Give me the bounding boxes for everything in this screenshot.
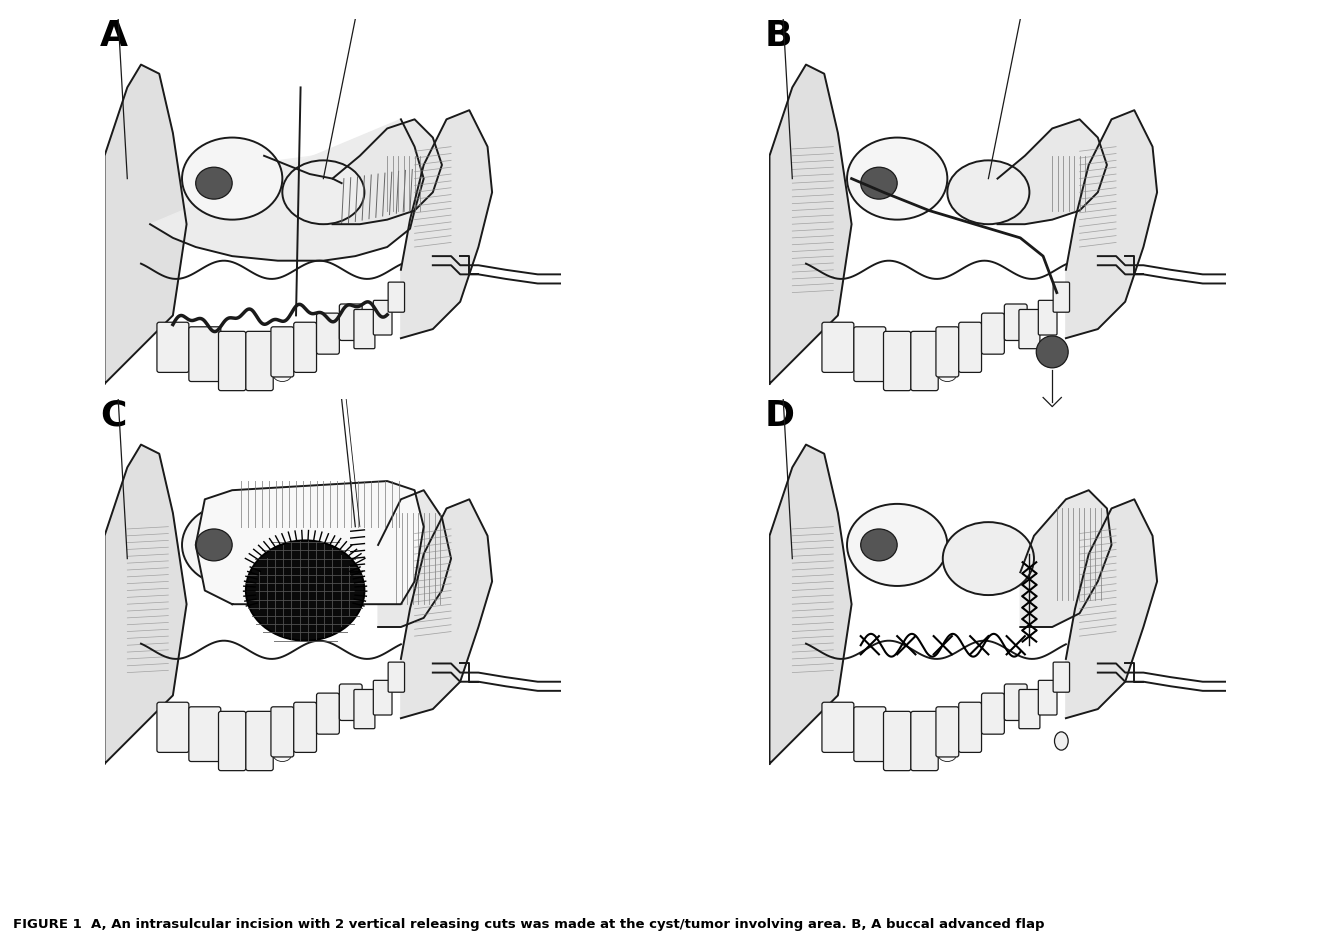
FancyBboxPatch shape — [982, 694, 1004, 734]
FancyBboxPatch shape — [339, 684, 362, 720]
Polygon shape — [770, 445, 851, 764]
Ellipse shape — [847, 138, 947, 219]
FancyBboxPatch shape — [294, 702, 317, 752]
Ellipse shape — [273, 368, 291, 382]
Ellipse shape — [182, 138, 282, 219]
FancyBboxPatch shape — [218, 332, 246, 390]
Ellipse shape — [255, 363, 273, 377]
FancyBboxPatch shape — [374, 680, 392, 715]
FancyBboxPatch shape — [1053, 282, 1069, 313]
FancyBboxPatch shape — [936, 707, 959, 757]
FancyBboxPatch shape — [1039, 680, 1057, 715]
FancyBboxPatch shape — [854, 327, 886, 382]
Ellipse shape — [938, 748, 956, 762]
Ellipse shape — [943, 522, 1033, 595]
Polygon shape — [378, 490, 451, 627]
FancyBboxPatch shape — [354, 310, 375, 349]
FancyBboxPatch shape — [959, 322, 982, 372]
Text: D: D — [765, 399, 795, 433]
FancyBboxPatch shape — [339, 304, 362, 340]
FancyBboxPatch shape — [294, 322, 317, 372]
FancyBboxPatch shape — [822, 322, 854, 372]
Polygon shape — [400, 110, 492, 338]
FancyBboxPatch shape — [374, 300, 392, 335]
FancyBboxPatch shape — [246, 332, 273, 390]
FancyBboxPatch shape — [1004, 304, 1027, 340]
Text: B: B — [765, 19, 793, 53]
FancyBboxPatch shape — [246, 712, 273, 770]
Ellipse shape — [1055, 732, 1068, 750]
FancyBboxPatch shape — [271, 327, 294, 377]
Polygon shape — [1020, 490, 1112, 627]
FancyBboxPatch shape — [388, 282, 404, 313]
FancyBboxPatch shape — [218, 712, 246, 770]
Polygon shape — [400, 500, 492, 718]
Polygon shape — [1065, 110, 1157, 338]
FancyBboxPatch shape — [883, 712, 911, 770]
FancyBboxPatch shape — [936, 327, 959, 377]
FancyBboxPatch shape — [157, 702, 189, 752]
Polygon shape — [998, 120, 1107, 224]
Circle shape — [1036, 336, 1068, 368]
FancyBboxPatch shape — [189, 327, 221, 382]
Ellipse shape — [246, 541, 364, 640]
Text: A: A — [100, 19, 128, 53]
FancyBboxPatch shape — [1039, 300, 1057, 335]
FancyBboxPatch shape — [189, 707, 221, 762]
Polygon shape — [141, 133, 424, 224]
FancyBboxPatch shape — [157, 322, 189, 372]
Polygon shape — [770, 65, 851, 384]
Ellipse shape — [861, 529, 898, 560]
FancyBboxPatch shape — [959, 702, 982, 752]
FancyBboxPatch shape — [1019, 690, 1040, 729]
FancyBboxPatch shape — [388, 662, 404, 693]
FancyBboxPatch shape — [1053, 662, 1069, 693]
Ellipse shape — [847, 504, 947, 586]
FancyBboxPatch shape — [1019, 310, 1040, 349]
Ellipse shape — [861, 167, 898, 200]
Ellipse shape — [938, 368, 956, 382]
Text: FIGURE 1  A, An intrasulcular incision with 2 vertical releasing cuts was made a: FIGURE 1 A, An intrasulcular incision wi… — [13, 918, 1045, 931]
Ellipse shape — [947, 161, 1029, 224]
Ellipse shape — [196, 529, 233, 560]
FancyBboxPatch shape — [982, 314, 1004, 354]
Ellipse shape — [182, 504, 282, 586]
Polygon shape — [196, 481, 424, 604]
Text: C: C — [100, 399, 126, 433]
FancyBboxPatch shape — [854, 707, 886, 762]
Polygon shape — [1065, 500, 1157, 718]
Ellipse shape — [282, 161, 364, 224]
Polygon shape — [105, 445, 186, 764]
FancyBboxPatch shape — [911, 712, 938, 770]
FancyBboxPatch shape — [317, 314, 339, 354]
FancyBboxPatch shape — [317, 694, 339, 734]
Polygon shape — [105, 65, 186, 384]
Polygon shape — [332, 120, 442, 224]
FancyBboxPatch shape — [883, 332, 911, 390]
Polygon shape — [150, 120, 424, 260]
Ellipse shape — [920, 363, 938, 377]
FancyBboxPatch shape — [1004, 684, 1027, 720]
FancyBboxPatch shape — [354, 690, 375, 729]
FancyBboxPatch shape — [822, 702, 854, 752]
Ellipse shape — [255, 743, 273, 757]
FancyBboxPatch shape — [911, 332, 938, 390]
Ellipse shape — [920, 743, 938, 757]
Ellipse shape — [196, 167, 233, 200]
Ellipse shape — [273, 748, 291, 762]
FancyBboxPatch shape — [271, 707, 294, 757]
